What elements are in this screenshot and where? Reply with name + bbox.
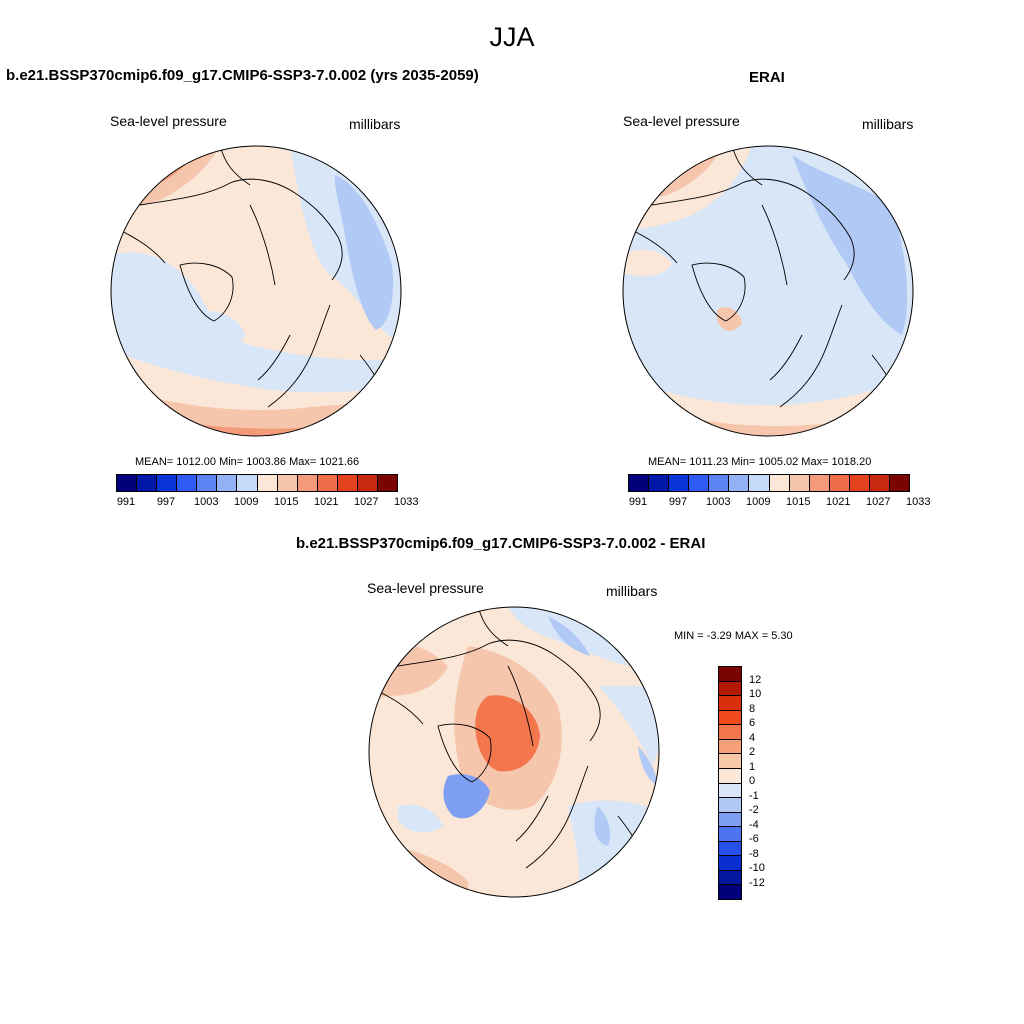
colorbar-tick-label: 1021 bbox=[314, 496, 339, 508]
colorbar-swatch bbox=[749, 475, 770, 491]
colorbar-swatch bbox=[869, 475, 891, 491]
colorbar-tick-label: 2 bbox=[749, 746, 756, 758]
colorbar-swatch bbox=[719, 681, 741, 697]
colorbar-tick-label: 1009 bbox=[234, 496, 259, 508]
diff-units-label: millibars bbox=[606, 583, 658, 599]
colorbar-tick-label: 10 bbox=[749, 688, 762, 700]
colorbar-tick-label: 991 bbox=[628, 496, 648, 508]
colorbar-swatch bbox=[629, 475, 650, 491]
erai-slp-map bbox=[622, 145, 914, 437]
colorbar-tick-label: -10 bbox=[749, 862, 765, 874]
diff-stats: MIN = -3.29 MAX = 5.30 bbox=[674, 630, 793, 642]
colorbar-swatch bbox=[719, 841, 741, 857]
colorbar-tick-label: 1015 bbox=[786, 496, 811, 508]
colorbar-tick-label: -12 bbox=[749, 876, 765, 889]
colorbar-tick-label: 6 bbox=[749, 717, 756, 729]
colorbar-swatch bbox=[317, 475, 338, 491]
colorbar-swatch bbox=[719, 725, 741, 740]
colorbar-swatch bbox=[719, 870, 741, 886]
colorbar-tick-label: 1009 bbox=[746, 496, 771, 508]
colorbar-swatch bbox=[719, 739, 741, 755]
erai-panel-title: ERAI bbox=[749, 69, 785, 86]
colorbar-tick-label: 0 bbox=[749, 775, 756, 787]
colorbar-swatch bbox=[719, 768, 741, 784]
colorbar-tick-label: -1 bbox=[749, 789, 759, 802]
model-stats: MEAN= 1012.00 Min= 1003.86 Max= 1021.66 bbox=[135, 456, 360, 468]
erai-variable-label: Sea-level pressure bbox=[623, 113, 740, 129]
colorbar-swatch bbox=[849, 475, 870, 491]
colorbar-swatch bbox=[719, 696, 741, 711]
colorbar-swatch bbox=[719, 754, 741, 769]
colorbar-swatch bbox=[378, 475, 398, 491]
colorbar-swatch bbox=[117, 475, 138, 491]
colorbar-tick-label: 997 bbox=[156, 496, 176, 508]
colorbar-tick-label: 1 bbox=[749, 760, 756, 773]
erai-stats: MEAN= 1011.23 Min= 1005.02 Max= 1018.20 bbox=[648, 456, 872, 468]
colorbar-tick-label: -4 bbox=[749, 818, 759, 831]
colorbar-swatch bbox=[719, 667, 741, 682]
colorbar-tick-label: 997 bbox=[668, 496, 688, 508]
colorbar-swatch bbox=[157, 475, 178, 491]
diff-colorbar bbox=[718, 666, 742, 900]
colorbar-tick-label: -6 bbox=[749, 833, 759, 845]
erai-colorbar bbox=[628, 474, 910, 492]
colorbar-swatch bbox=[197, 475, 218, 491]
colorbar-swatch bbox=[257, 475, 278, 491]
diff-slp-map bbox=[368, 606, 660, 898]
colorbar-swatch bbox=[217, 475, 238, 491]
colorbar-tick-label: 1027 bbox=[866, 496, 891, 508]
colorbar-tick-label: -8 bbox=[749, 847, 759, 860]
diff-panel-title: b.e21.BSSP370cmip6.f09_g17.CMIP6-SSP3-7.… bbox=[296, 535, 706, 552]
model-colorbar bbox=[116, 474, 398, 492]
colorbar-swatch bbox=[277, 475, 298, 491]
colorbar-swatch bbox=[769, 475, 790, 491]
colorbar-swatch bbox=[137, 475, 158, 491]
colorbar-tick-label: 1003 bbox=[706, 496, 731, 508]
colorbar-tick-label: 1027 bbox=[354, 496, 379, 508]
colorbar-swatch bbox=[789, 475, 810, 491]
colorbar-tick-label: 1033 bbox=[394, 496, 419, 508]
model-variable-label: Sea-level pressure bbox=[110, 113, 227, 129]
colorbar-swatch bbox=[719, 798, 741, 813]
colorbar-swatch bbox=[357, 475, 379, 491]
colorbar-tick-label: 1015 bbox=[274, 496, 299, 508]
colorbar-swatch bbox=[809, 475, 830, 491]
colorbar-swatch bbox=[689, 475, 710, 491]
colorbar-swatch bbox=[719, 827, 741, 842]
model-slp-map bbox=[110, 145, 402, 437]
colorbar-tick-label: 8 bbox=[749, 702, 756, 715]
colorbar-swatch bbox=[337, 475, 358, 491]
colorbar-tick-label: -2 bbox=[749, 804, 759, 816]
colorbar-swatch bbox=[177, 475, 198, 491]
colorbar-swatch bbox=[237, 475, 258, 491]
erai-units-label: millibars bbox=[862, 116, 914, 132]
colorbar-tick-label: 1021 bbox=[826, 496, 851, 508]
colorbar-swatch bbox=[709, 475, 730, 491]
colorbar-swatch bbox=[669, 475, 690, 491]
season-title: JJA bbox=[489, 22, 535, 52]
colorbar-swatch bbox=[719, 856, 741, 871]
colorbar-tick-label: 991 bbox=[116, 496, 136, 508]
colorbar-swatch bbox=[719, 783, 741, 799]
colorbar-swatch bbox=[890, 475, 910, 491]
colorbar-tick-label: 1033 bbox=[906, 496, 931, 508]
colorbar-swatch bbox=[719, 885, 741, 899]
colorbar-swatch bbox=[297, 475, 318, 491]
colorbar-swatch bbox=[719, 812, 741, 828]
colorbar-tick-label: 1003 bbox=[194, 496, 219, 508]
colorbar-tick-label: 12 bbox=[749, 673, 762, 686]
colorbar-swatch bbox=[649, 475, 670, 491]
colorbar-swatch bbox=[829, 475, 850, 491]
model-units-label: millibars bbox=[349, 116, 401, 132]
colorbar-swatch bbox=[719, 710, 741, 726]
diff-variable-label: Sea-level pressure bbox=[367, 580, 484, 596]
model-panel-title: b.e21.BSSP370cmip6.f09_g17.CMIP6-SSP3-7.… bbox=[6, 67, 479, 84]
colorbar-tick-label: 4 bbox=[749, 731, 756, 744]
colorbar-swatch bbox=[729, 475, 750, 491]
